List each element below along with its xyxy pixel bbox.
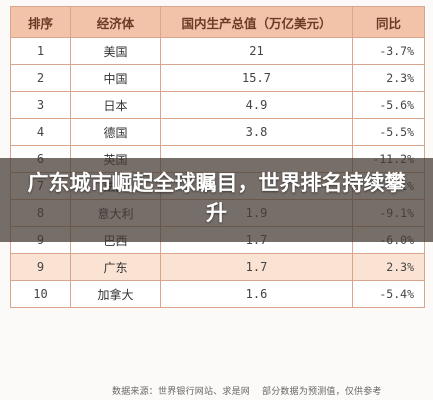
table-header-row: 排序 经济体 国内生产总值（万亿美元） 同比 (10, 6, 425, 38)
economy-cell: 美国 (70, 37, 161, 65)
gdp-cell: 15.7 (160, 64, 353, 92)
rank-cell: 3 (10, 91, 71, 119)
gdp-cell: 3.8 (160, 118, 353, 146)
header-yoy: 同比 (352, 6, 425, 38)
rank-cell: 4 (10, 118, 71, 146)
yoy-cell: -5.4% (352, 280, 425, 308)
gdp-cell: 4.9 (160, 91, 353, 119)
yoy-cell: 2.3% (352, 64, 425, 92)
gdp-ranking-table: 排序 经济体 国内生产总值（万亿美元） 同比 1 美国 21 -3.7% 2 中国 15.7… (10, 6, 425, 308)
yoy-cell: -5.5% (352, 118, 425, 146)
table-row: 4 德国 3.8 -5.5% (10, 118, 425, 146)
rank-cell: 1 (10, 37, 71, 65)
source-label: 数据来源：世界银行网站、求是网 (112, 387, 251, 397)
economy-cell: 广东 (70, 253, 161, 281)
table-row: 10 加拿大 1.6 -5.4% (10, 280, 425, 308)
rank-cell: 10 (10, 280, 71, 308)
economy-cell: 日本 (70, 91, 161, 119)
header-economy: 经济体 (70, 6, 161, 38)
table-row: 2 中国 15.7 2.3% (10, 64, 425, 92)
table-row: 9 广东 1.7 2.3% (10, 253, 425, 281)
data-source-note: 数据来源：世界银行网站、求是网 部分数据为预测值，仅供参考 (112, 384, 382, 397)
yoy-cell: -3.7% (352, 37, 425, 65)
header-rank: 排序 (10, 6, 71, 38)
economy-cell: 德国 (70, 118, 161, 146)
economy-cell: 中国 (70, 64, 161, 92)
economy-cell: 加拿大 (70, 280, 161, 308)
header-gdp: 国内生产总值（万亿美元） (160, 6, 353, 38)
yoy-cell: 2.3% (352, 253, 425, 281)
table-row: 3 日本 4.9 -5.6% (10, 91, 425, 119)
gdp-cell: 1.6 (160, 280, 353, 308)
table-row: 1 美国 21 -3.7% (10, 37, 425, 65)
gdp-cell: 1.7 (160, 253, 353, 281)
rank-cell: 9 (10, 253, 71, 281)
headline-overlay (0, 158, 433, 242)
gdp-cell: 21 (160, 37, 353, 65)
headline: 广东城市崛起全球瞩目，世界排名持续攀升 (27, 171, 406, 225)
rank-cell: 2 (10, 64, 71, 92)
forecast-note: 部分数据为预测值，仅供参考 (262, 387, 382, 397)
yoy-cell: -5.6% (352, 91, 425, 119)
